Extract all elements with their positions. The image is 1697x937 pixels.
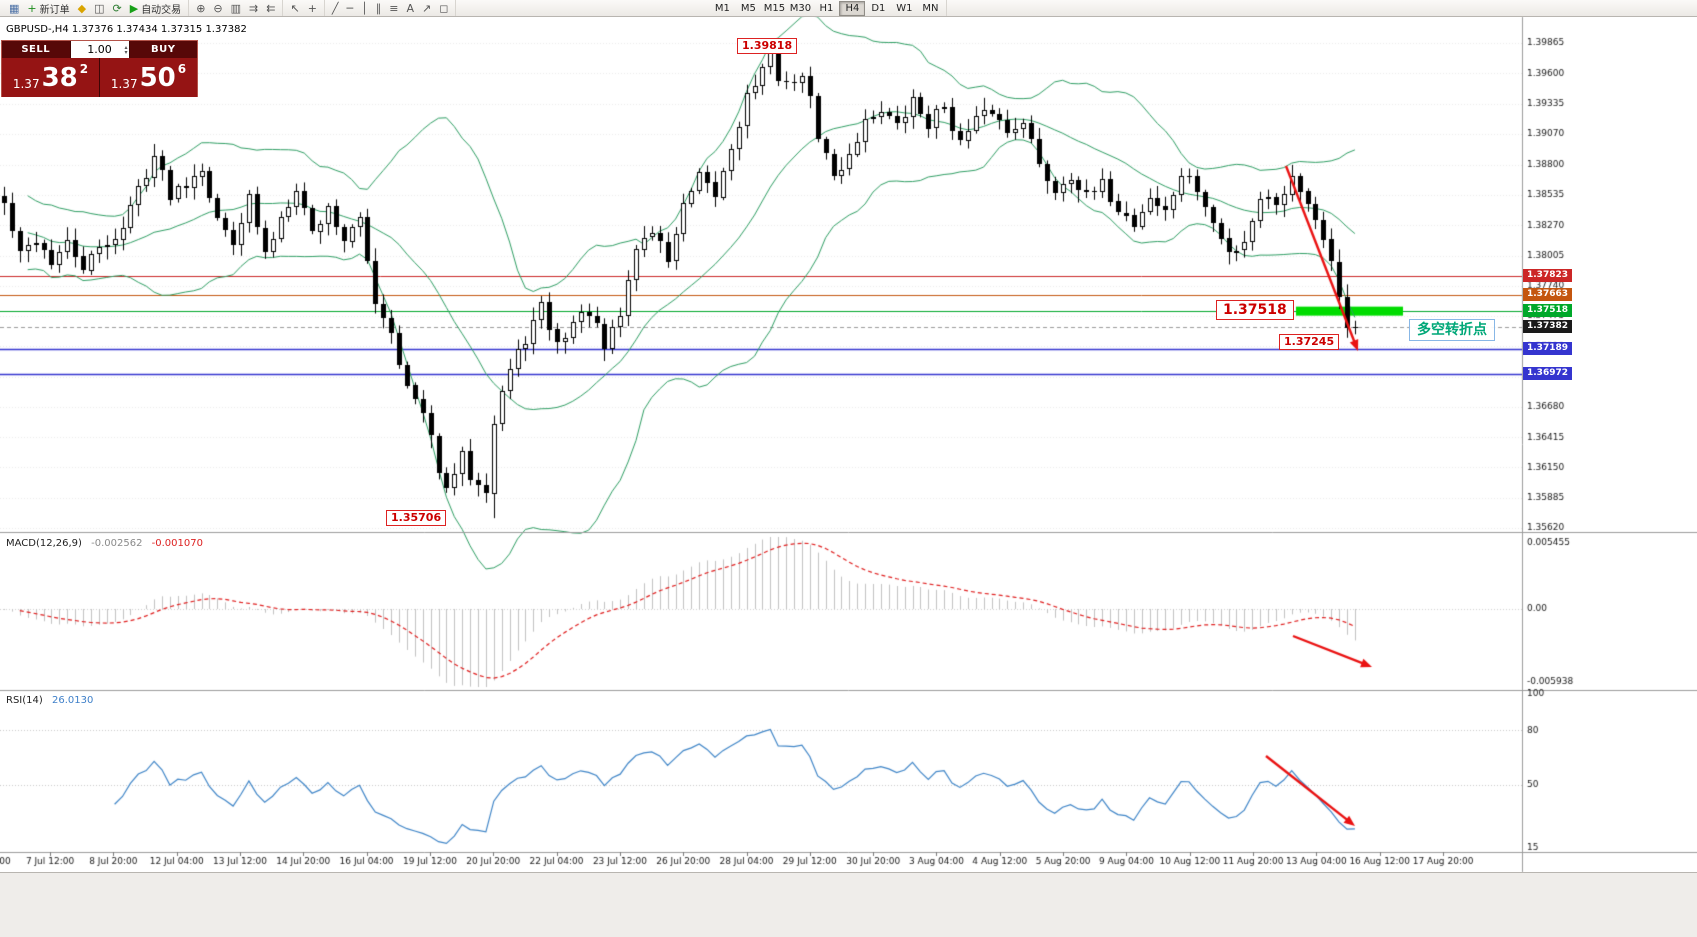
arrow-object-icon: ↗: [422, 1, 432, 15]
auto-scroll-icon[interactable]: ⇉: [245, 1, 262, 16]
auto-scroll-icon: ⇉: [249, 1, 259, 15]
arrow-object-icon[interactable]: ↗: [418, 1, 435, 16]
horizontal-line-icon: ─: [346, 1, 354, 15]
terminal-icon[interactable]: ▦: [5, 1, 23, 16]
macd-main-value: -0.002562: [91, 538, 143, 549]
cursor-icon: ↖: [290, 1, 300, 15]
one-click-trading-panel: SELL 1.00 ▴ ▾ BUY 1.37 38 2 1.37 50 6: [1, 40, 198, 97]
volume-value: 1.00: [87, 43, 112, 56]
crosshair-icon: +: [307, 1, 317, 15]
toolbar: ▦ + 新订单 ◆ ◫ ⟳ ▶ 自动交易 ⊕ ⊖ ▥ ⇉ ⇇ ↖ + ╱ ─ │ ∥ ≡ A ↗ ◻ M1 M5 M15 M30 H1…: [0, 0, 1697, 17]
sell-button[interactable]: SELL: [2, 41, 71, 58]
refresh-icon[interactable]: ⟳: [109, 1, 126, 16]
volume-spinner[interactable]: ▴ ▾: [124, 41, 127, 58]
buy-price[interactable]: 1.37 50 6: [100, 58, 197, 97]
zoom-out-icon: ⊖: [213, 1, 223, 15]
terminal-icon: ▦: [9, 1, 20, 15]
macd-signal-value: -0.001070: [151, 538, 203, 549]
profiles-icon[interactable]: ◆: [74, 1, 90, 16]
macd-name: MACD(12,26,9): [6, 538, 82, 549]
channel-icon[interactable]: ∥: [372, 1, 386, 16]
new-order-button[interactable]: + 新订单: [23, 1, 73, 16]
cursor-icon[interactable]: ↖: [286, 1, 303, 16]
buy-price-prefix: 1.37: [110, 77, 138, 91]
shapes-icon: ◻: [439, 1, 449, 15]
autotrading-button-icon: ▶: [129, 1, 139, 15]
tile-windows-icon: ▥: [230, 1, 242, 15]
timeframe-button-D1[interactable]: D1: [871, 2, 886, 14]
chart-windows-icon[interactable]: ◫: [90, 1, 108, 16]
crosshair-icon[interactable]: +: [304, 1, 321, 16]
sell-price-sup: 2: [79, 62, 89, 76]
timeframe-button-M15[interactable]: M15: [763, 2, 786, 14]
new-order-button-label: 新订单: [39, 4, 70, 16]
autotrading-button-label: 自动交易: [141, 4, 182, 16]
zoom-in-icon: ⊕: [196, 1, 206, 15]
rsi-value: 26.0130: [51, 695, 94, 706]
buy-price-big: 50: [139, 62, 176, 93]
timeframe-button-W1[interactable]: W1: [896, 2, 913, 14]
chart-windows-icon: ◫: [94, 1, 105, 15]
spinner-up-icon[interactable]: ▴: [124, 43, 128, 51]
timeframe-button-M5[interactable]: M5: [740, 2, 756, 14]
trendline-icon: ╱: [331, 1, 339, 15]
buy-button[interactable]: BUY: [128, 41, 198, 58]
timeframe-button-H4[interactable]: H4: [839, 0, 866, 16]
fibonacci-icon[interactable]: ≡: [385, 1, 402, 16]
zoom-out-icon[interactable]: ⊖: [209, 1, 226, 16]
sell-price-prefix: 1.37: [12, 77, 40, 91]
autotrading-button[interactable]: ▶ 自动交易: [126, 1, 185, 16]
profiles-icon: ◆: [77, 1, 87, 15]
sell-price[interactable]: 1.37 38 2: [2, 58, 99, 97]
status-bar-area: [0, 872, 1697, 937]
refresh-icon: ⟳: [112, 1, 122, 15]
fibonacci-icon: ≡: [389, 1, 399, 15]
symbol-ohlc-readout: GBPUSD-,H4 1.37376 1.37434 1.37315 1.373…: [6, 24, 247, 35]
volume-input[interactable]: 1.00 ▴ ▾: [70, 41, 129, 58]
buy-price-sup: 6: [177, 62, 187, 76]
shapes-icon[interactable]: ◻: [435, 1, 452, 16]
macd-indicator-label: MACD(12,26,9) -0.002562 -0.001070: [6, 538, 203, 549]
vertical-line-icon: │: [361, 1, 368, 15]
zoom-in-icon[interactable]: ⊕: [192, 1, 209, 16]
tile-windows-icon[interactable]: ▥: [227, 1, 245, 16]
chart-shift-icon[interactable]: ⇇: [262, 1, 279, 16]
timeframe-button-M1[interactable]: M1: [714, 2, 730, 14]
rsi-name: RSI(14): [6, 695, 43, 706]
price-divider: [99, 58, 100, 97]
timeframe-button-M30[interactable]: M30: [789, 2, 812, 14]
vertical-line-icon[interactable]: │: [357, 1, 372, 16]
timeframe-button-H1[interactable]: H1: [819, 2, 834, 14]
text-label-icon[interactable]: A: [403, 1, 419, 16]
rsi-indicator-label: RSI(14) 26.0130: [6, 695, 93, 706]
sell-price-big: 38: [41, 62, 78, 93]
new-order-button-icon: +: [27, 1, 37, 15]
timeframe-button-MN[interactable]: MN: [922, 2, 939, 14]
text-label-icon: A: [406, 1, 415, 15]
channel-icon: ∥: [375, 1, 382, 15]
trendline-icon[interactable]: ╱: [328, 1, 343, 16]
chart-shift-icon: ⇇: [266, 1, 276, 15]
horizontal-line-icon[interactable]: ─: [343, 1, 358, 16]
spinner-down-icon[interactable]: ▾: [124, 48, 128, 56]
